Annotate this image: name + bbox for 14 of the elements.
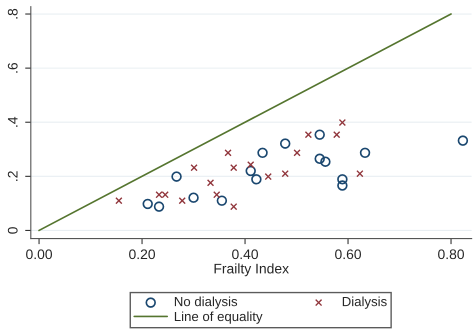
x-tick-label: 0.80 xyxy=(438,249,464,260)
y-tick-label: .2 xyxy=(8,171,18,181)
legend-label: No dialysis xyxy=(174,296,238,309)
y-tick-label: .8 xyxy=(8,8,18,19)
legend-label: Line of equality xyxy=(174,311,263,324)
x-axis-title: Frailty Index xyxy=(214,263,289,276)
x-tick-label: 0.60 xyxy=(335,249,362,260)
legend-label: Dialysis xyxy=(342,296,387,309)
x-tick-label: 0.20 xyxy=(129,249,156,260)
x-tick-label: 0.00 xyxy=(26,249,52,260)
y-tick-label: 0 xyxy=(8,227,18,234)
x-tick-label: 0.40 xyxy=(232,249,258,260)
y-tick-label: .6 xyxy=(8,62,18,73)
y-tick-label: .4 xyxy=(8,116,18,127)
